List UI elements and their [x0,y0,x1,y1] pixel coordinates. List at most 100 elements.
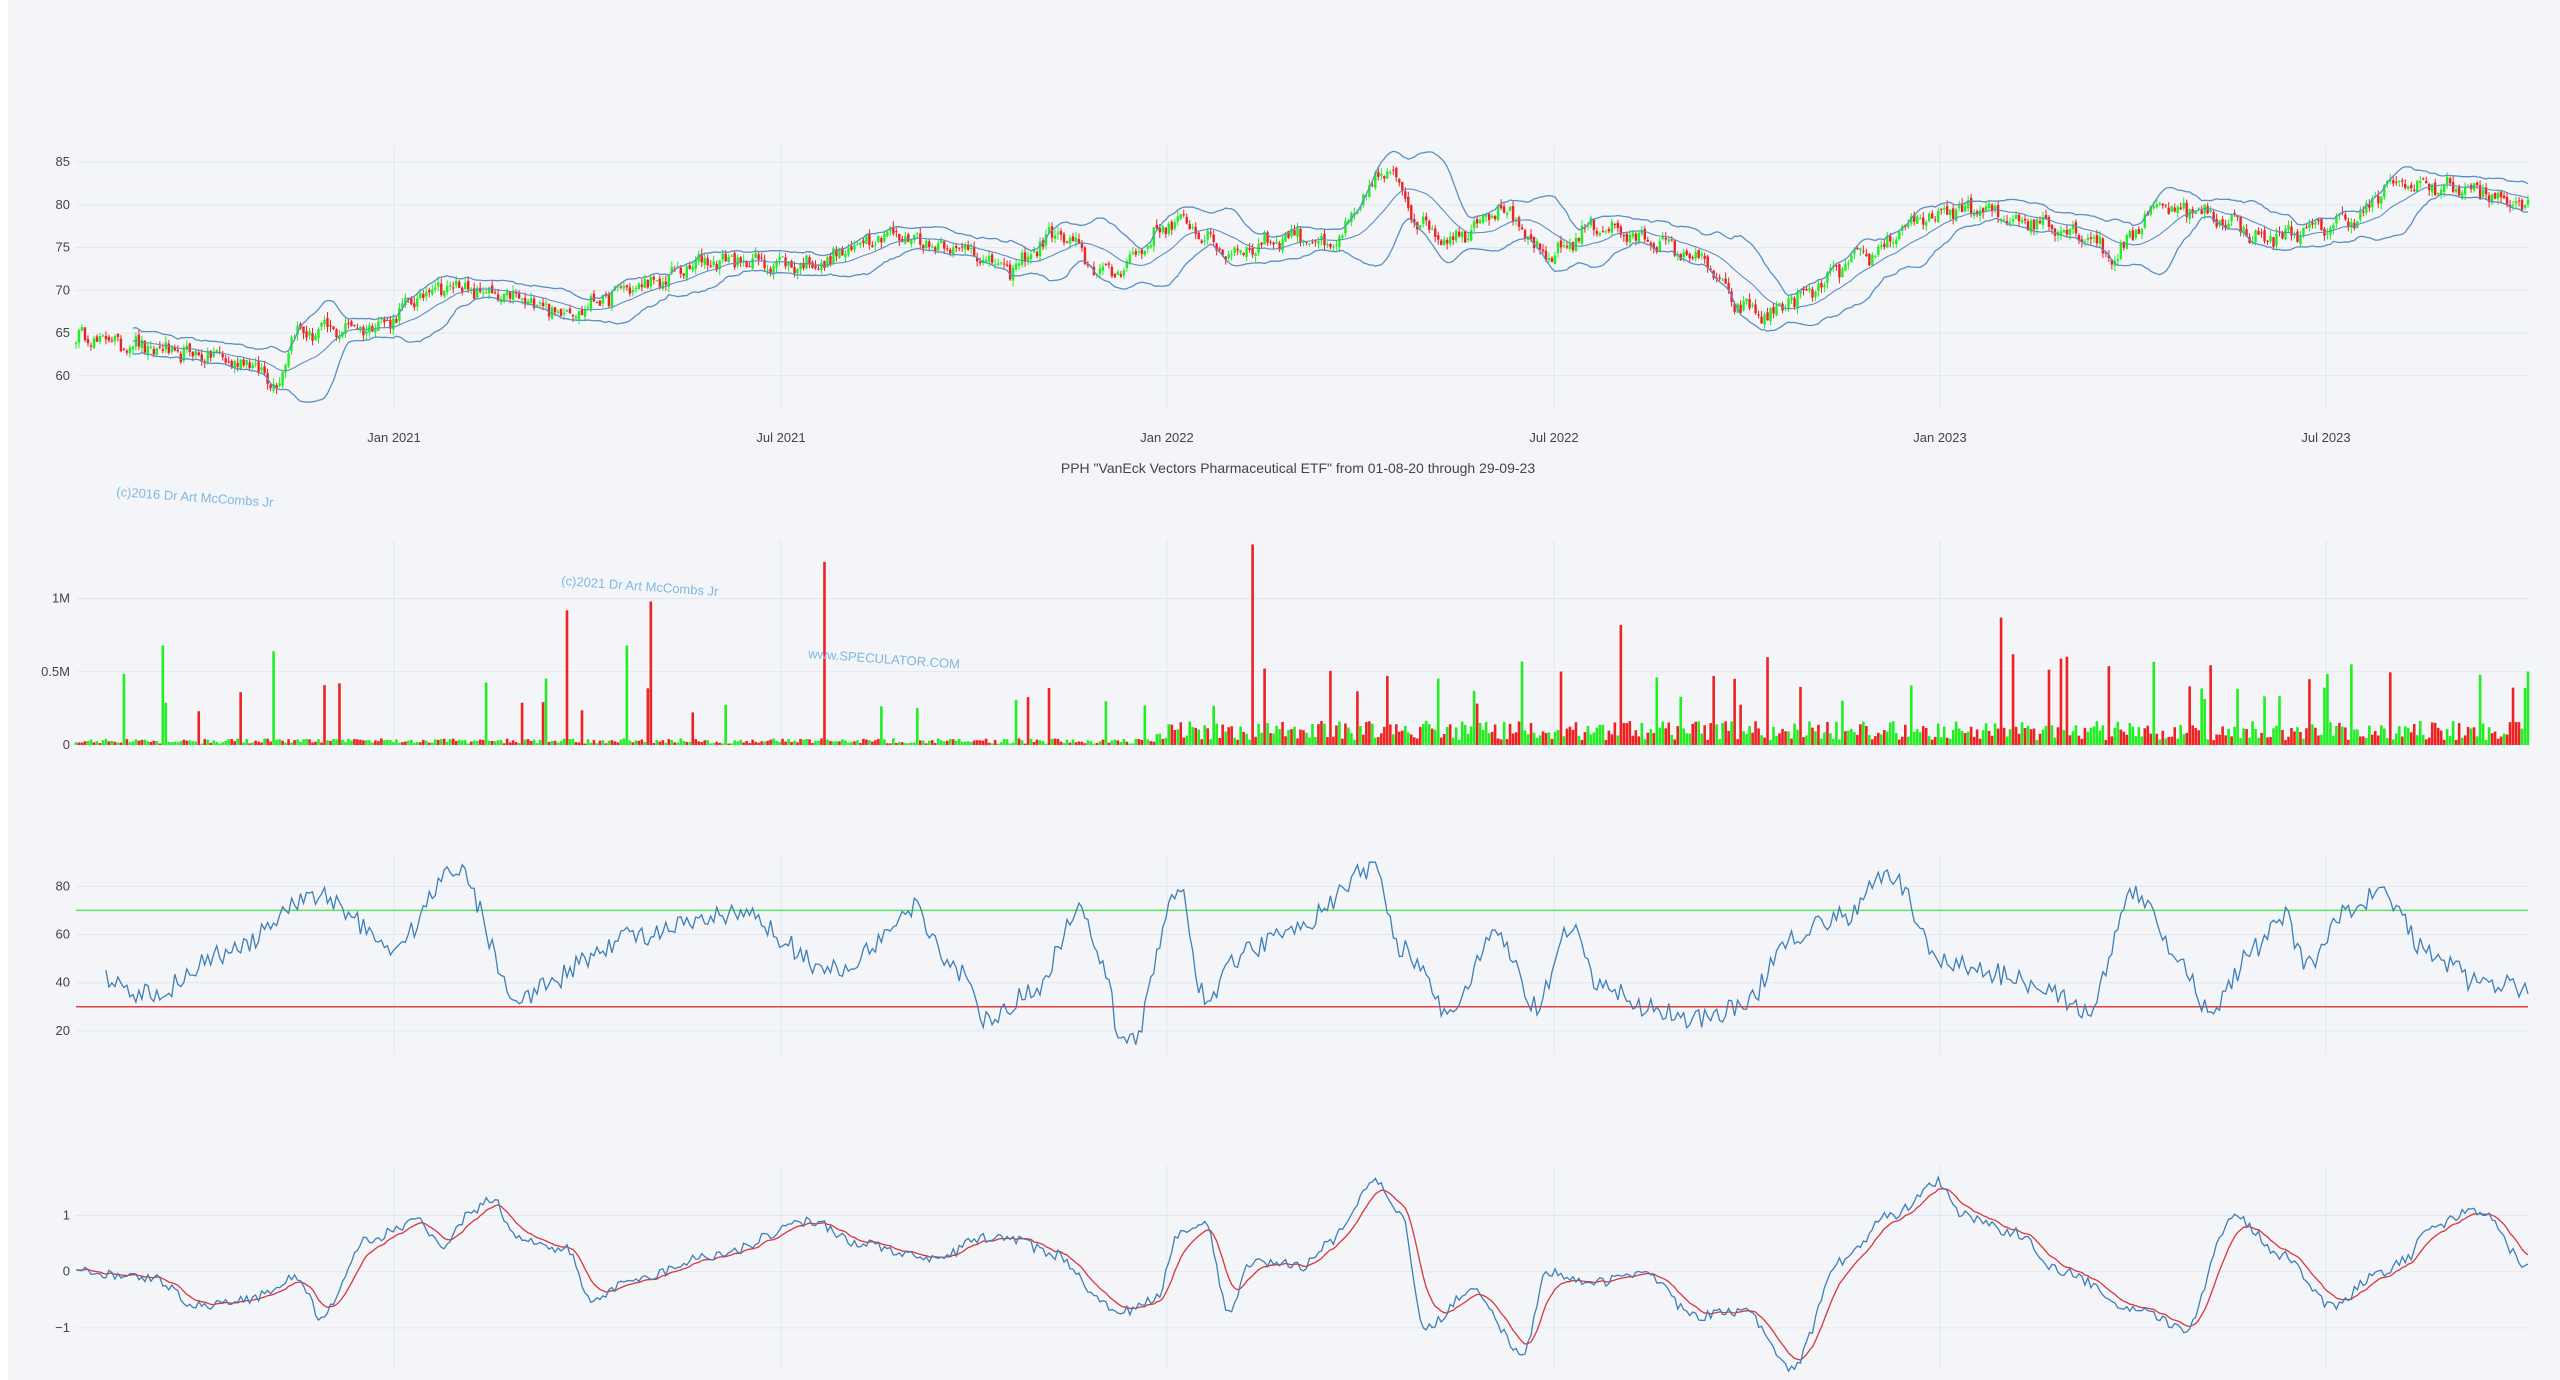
volume-bar-down [541,702,545,745]
volume-bar-down [1739,704,1742,745]
volume-bar-down [320,742,323,745]
volume-bar-up [1155,734,1159,745]
candle-down [1960,203,1964,213]
candle-down [2457,187,2461,196]
volume-bar-down [1251,544,1254,745]
candle-up [655,280,659,282]
volume-bar-up [2071,731,2075,745]
candle-down [1931,213,1934,219]
volume-bar-up [1835,721,1838,745]
volume-bar-down [598,740,602,745]
candle-up [1496,205,1500,220]
candle-down [1395,167,1398,178]
candle-down [1523,230,1527,239]
candle-up [2062,230,2066,233]
volume-bar-up [1065,739,1069,745]
candle-down [1862,250,1865,252]
volume-bar-down [1652,733,1656,745]
candle-down [1996,205,2000,218]
candle-down [2266,240,2269,242]
volume-bar-up [1769,740,1772,745]
candle-down [2499,191,2503,198]
candle-down [559,309,563,316]
candle-down [1182,214,1185,216]
volume-bar-down [1068,742,1072,745]
candle-up [404,297,407,306]
candle-down [1062,234,1066,243]
candle-up [2436,193,2440,195]
candle-up [146,345,150,355]
rsi-y-tick: 20 [56,1023,70,1038]
volume-bar-down [829,741,832,745]
candle-up [344,323,347,334]
volume-bar-up [122,673,126,745]
volume-bar-up [2242,728,2245,745]
volume-bar-up [2278,696,2281,745]
candle-down [467,280,470,290]
volume-bar-up [2152,661,2156,745]
volume-bar-down [1284,736,1287,745]
candle-down [413,303,416,308]
candle-down [1224,256,1227,260]
candle-down [1050,226,1054,238]
candle-up [2254,230,2257,243]
candle-up [251,364,254,368]
volume-bar-up [2158,739,2162,745]
candle-up [1682,252,1685,258]
chart-figure: 60 65 70 75 80 85 Jan 2021 Jul 2021 Jan 2022 Jul … [8,0,2560,1380]
volume-bar-up [2382,728,2386,745]
volume-bar-down [1032,741,1036,745]
volume-bar-down [1448,724,1452,745]
candle-up [2152,206,2155,209]
candle-down [1215,243,1218,251]
volume-bar-up [410,739,413,745]
rsi-y-tick: 80 [56,878,70,893]
candle-down [957,247,961,249]
volume-bar-up [1523,730,1527,745]
candle-up [1580,225,1584,244]
candle-down [975,257,979,262]
candle-down [395,318,398,323]
candle-up [751,258,754,269]
volume-bar-down [77,742,81,745]
candle-up [999,262,1003,264]
candle-down [1493,215,1497,220]
volume-bar-up [484,682,488,745]
candle-up [320,322,323,327]
candle-down [230,360,233,368]
volume-bar-up [1403,725,1407,745]
candle-up [149,346,153,348]
volume-bar-down [353,739,356,745]
candle-down [1410,205,1413,220]
candle-down [305,331,308,338]
volume-bar-up [2074,725,2078,745]
volume-bar-up [904,743,907,745]
candle-down [2065,229,2069,235]
candle-down [2038,220,2042,224]
candle-up [1029,254,1033,260]
volume-bar-up [1948,738,1952,745]
volume-bar-up [1472,690,1476,745]
candle-down [329,325,332,327]
volume-bar-up [571,738,575,745]
volume-bar-up [1745,734,1748,745]
volume-bar-down [1430,728,1434,745]
volume-bar-down [1511,733,1515,745]
price-y-tick: 85 [56,154,70,169]
candle-up [2020,220,2024,223]
candle-up [1817,283,1820,292]
candle-down [493,292,497,294]
candle-down [2425,181,2428,184]
watermark-2021: (c)2021 Dr Art McCombs Jr [561,573,720,599]
volume-bar-down [308,739,311,745]
candle-up [1957,205,1961,208]
candle-up [1898,232,1901,240]
volume-bar-down [1332,736,1335,745]
candle-down [790,260,793,268]
volume-bar-up [2379,725,2383,745]
volume-bar-up [433,739,437,745]
candle-up [1203,240,1206,242]
volume-bar-up [607,740,611,745]
volume-bar-down [745,740,748,745]
candle-down [2050,224,2054,230]
